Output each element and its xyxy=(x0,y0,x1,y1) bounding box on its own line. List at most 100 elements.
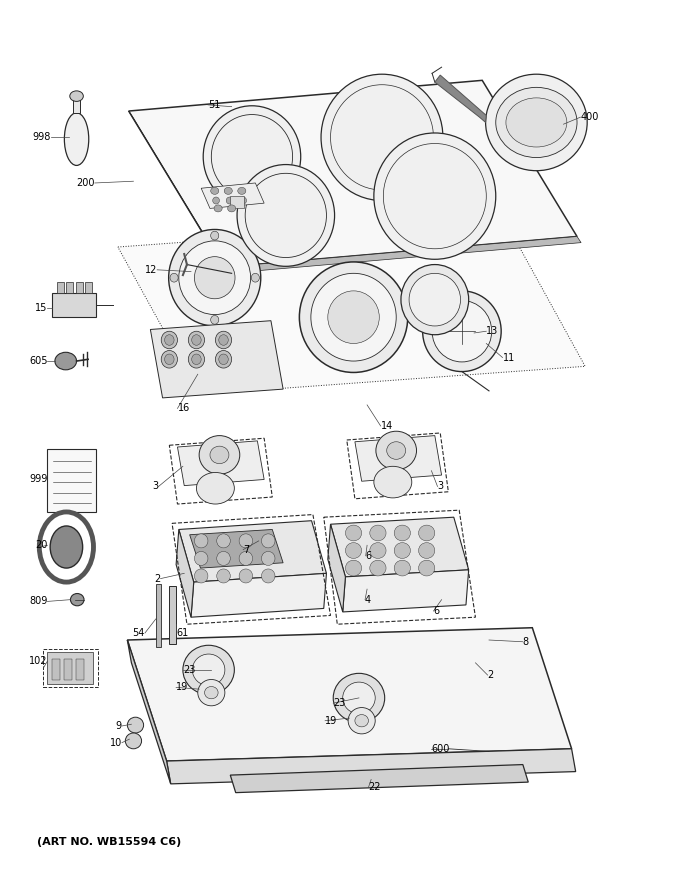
Polygon shape xyxy=(179,521,326,582)
Polygon shape xyxy=(190,530,283,568)
Ellipse shape xyxy=(188,350,205,368)
Ellipse shape xyxy=(188,331,205,348)
Text: 6: 6 xyxy=(433,606,439,616)
Ellipse shape xyxy=(194,552,208,566)
Ellipse shape xyxy=(348,708,375,734)
Polygon shape xyxy=(177,441,264,486)
Polygon shape xyxy=(127,640,171,784)
Ellipse shape xyxy=(197,473,235,504)
Ellipse shape xyxy=(321,74,443,201)
Ellipse shape xyxy=(374,133,496,260)
Ellipse shape xyxy=(161,350,177,368)
Ellipse shape xyxy=(401,265,469,334)
Text: 54: 54 xyxy=(133,628,145,638)
Ellipse shape xyxy=(165,334,174,345)
Ellipse shape xyxy=(376,431,417,470)
Ellipse shape xyxy=(299,262,408,372)
Ellipse shape xyxy=(374,466,412,498)
Ellipse shape xyxy=(419,543,435,559)
Text: 15: 15 xyxy=(35,304,48,313)
Ellipse shape xyxy=(355,715,369,727)
Ellipse shape xyxy=(345,543,362,559)
Text: 13: 13 xyxy=(486,326,498,336)
Ellipse shape xyxy=(127,717,143,733)
Ellipse shape xyxy=(311,274,396,361)
Ellipse shape xyxy=(192,354,201,364)
Bar xyxy=(156,583,161,647)
Text: 10: 10 xyxy=(109,737,122,748)
Ellipse shape xyxy=(496,87,577,158)
Ellipse shape xyxy=(240,197,247,204)
Ellipse shape xyxy=(205,686,218,699)
Ellipse shape xyxy=(343,682,375,714)
Ellipse shape xyxy=(194,534,208,548)
Bar xyxy=(52,293,96,317)
Ellipse shape xyxy=(165,354,174,364)
Polygon shape xyxy=(355,436,441,481)
Bar xyxy=(52,659,60,680)
Ellipse shape xyxy=(70,91,84,101)
Ellipse shape xyxy=(211,187,219,194)
Ellipse shape xyxy=(261,569,275,583)
Ellipse shape xyxy=(238,187,246,194)
Polygon shape xyxy=(129,80,577,268)
Text: (ART NO. WB15594 C6): (ART NO. WB15594 C6) xyxy=(37,837,181,847)
Text: 14: 14 xyxy=(381,421,393,431)
Ellipse shape xyxy=(217,534,231,548)
Ellipse shape xyxy=(345,561,362,576)
Ellipse shape xyxy=(237,165,335,267)
Ellipse shape xyxy=(370,525,386,541)
Text: 102: 102 xyxy=(29,656,48,666)
Ellipse shape xyxy=(169,230,260,326)
Ellipse shape xyxy=(394,525,411,541)
Polygon shape xyxy=(167,749,576,784)
Ellipse shape xyxy=(333,673,385,722)
Bar xyxy=(73,99,80,113)
Ellipse shape xyxy=(217,552,231,566)
Ellipse shape xyxy=(224,187,233,194)
Ellipse shape xyxy=(199,436,240,474)
Polygon shape xyxy=(191,574,326,617)
Text: 998: 998 xyxy=(33,132,51,143)
Polygon shape xyxy=(129,111,228,274)
Ellipse shape xyxy=(192,334,201,345)
Text: 2: 2 xyxy=(488,670,494,680)
Ellipse shape xyxy=(125,733,141,749)
Bar xyxy=(169,586,176,643)
Polygon shape xyxy=(435,75,486,122)
Ellipse shape xyxy=(192,654,225,686)
Ellipse shape xyxy=(170,274,178,282)
Text: 3: 3 xyxy=(437,481,443,492)
Bar xyxy=(76,659,84,680)
Text: 200: 200 xyxy=(76,178,95,188)
Text: 20: 20 xyxy=(35,540,48,550)
Ellipse shape xyxy=(370,543,386,559)
Bar xyxy=(76,282,83,293)
Ellipse shape xyxy=(394,561,411,576)
Ellipse shape xyxy=(387,442,406,459)
Ellipse shape xyxy=(252,274,259,282)
Ellipse shape xyxy=(228,205,236,212)
Ellipse shape xyxy=(210,446,229,464)
Bar xyxy=(48,449,96,512)
Polygon shape xyxy=(328,524,345,612)
Ellipse shape xyxy=(216,331,232,348)
Text: 7: 7 xyxy=(243,545,250,554)
Ellipse shape xyxy=(506,98,567,147)
Bar xyxy=(57,282,64,293)
Ellipse shape xyxy=(239,534,253,548)
Ellipse shape xyxy=(213,197,220,204)
Ellipse shape xyxy=(194,257,235,299)
Ellipse shape xyxy=(394,543,411,559)
Polygon shape xyxy=(127,627,572,761)
Polygon shape xyxy=(176,530,194,617)
Bar xyxy=(231,196,244,209)
Ellipse shape xyxy=(486,74,588,171)
Polygon shape xyxy=(343,570,469,612)
Ellipse shape xyxy=(239,552,253,566)
Polygon shape xyxy=(224,237,581,274)
Ellipse shape xyxy=(161,331,177,348)
Text: 11: 11 xyxy=(503,353,515,363)
Ellipse shape xyxy=(214,205,222,212)
Text: 605: 605 xyxy=(29,356,48,366)
